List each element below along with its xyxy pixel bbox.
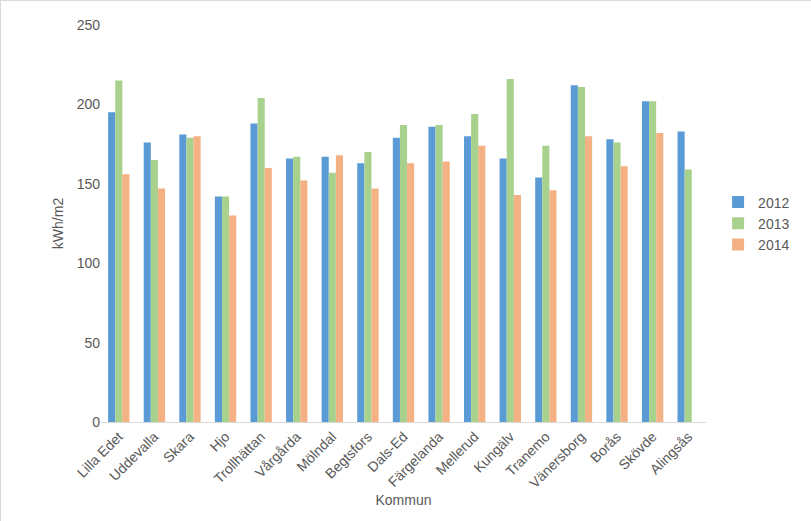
svg-text:150: 150: [77, 176, 101, 192]
svg-text:Dals-Ed: Dals-Ed: [364, 429, 411, 476]
svg-text:Skara: Skara: [160, 428, 197, 465]
svg-text:50: 50: [84, 335, 100, 351]
svg-text:2012: 2012: [758, 195, 789, 211]
svg-text:2013: 2013: [758, 216, 789, 232]
svg-text:2014: 2014: [758, 237, 789, 253]
svg-text:Vänersborg: Vänersborg: [526, 429, 589, 492]
svg-text:250: 250: [77, 17, 101, 33]
svg-text:100: 100: [77, 255, 101, 271]
svg-text:Trollhättan: Trollhättan: [211, 429, 269, 487]
svg-text:Mellerud: Mellerud: [432, 429, 481, 478]
svg-text:Skövde: Skövde: [615, 428, 659, 472]
svg-text:kWh/m2: kWh/m2: [50, 198, 66, 250]
svg-text:Kommun: Kommun: [375, 492, 431, 508]
svg-text:Mölndal: Mölndal: [293, 429, 339, 475]
svg-text:Kungälv: Kungälv: [470, 429, 517, 476]
svg-text:Alingsås: Alingsås: [647, 429, 696, 478]
svg-text:Färgelanda: Färgelanda: [385, 428, 447, 490]
svg-text:Lilla Edet: Lilla Edet: [74, 428, 126, 480]
svg-text:200: 200: [77, 96, 101, 112]
svg-text:Begtsfors: Begtsfors: [322, 429, 375, 482]
svg-text:Borås: Borås: [587, 429, 624, 466]
svg-text:Hjo: Hjo: [206, 428, 232, 454]
svg-text:0: 0: [92, 414, 100, 430]
svg-text:Tranemo: Tranemo: [502, 428, 553, 479]
svg-text:Vårgårda: Vårgårda: [252, 428, 304, 480]
svg-text:Uddevalla: Uddevalla: [106, 428, 161, 483]
